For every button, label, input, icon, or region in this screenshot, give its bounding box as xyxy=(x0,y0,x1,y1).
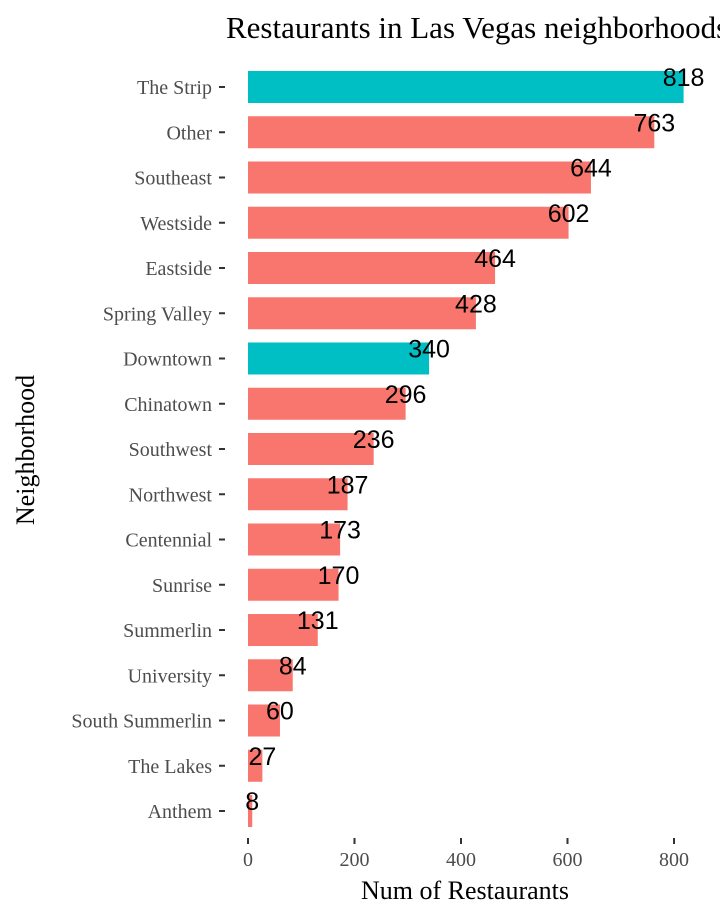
data-label: 173 xyxy=(319,517,361,545)
x-tick-label: 0 xyxy=(243,849,253,871)
y-axis: The Strip Other Southeast Westside Eastside S… xyxy=(71,77,225,823)
y-tick-label: Westside xyxy=(140,213,212,235)
y-axis-label: Neighborhood xyxy=(11,375,40,525)
y-tick-label: Summerlin xyxy=(123,620,212,642)
data-label: 464 xyxy=(474,245,516,273)
bar xyxy=(248,795,253,827)
x-tick-label: 800 xyxy=(659,849,689,871)
x-tick-label: 200 xyxy=(340,849,370,871)
y-tick-label: Other xyxy=(166,122,212,144)
data-label: 236 xyxy=(353,426,395,454)
y-tick-label: Spring Valley xyxy=(103,303,212,325)
data-label: 131 xyxy=(297,607,339,635)
x-axis-label: Num of Restaurants xyxy=(361,876,569,905)
bar xyxy=(248,523,341,556)
data-label: 8 xyxy=(245,788,259,816)
data-label: 84 xyxy=(279,652,307,680)
x-axis: 0 200 400 600 800 xyxy=(243,838,689,871)
y-tick-label: Southwest xyxy=(129,439,213,461)
y-tick-label: The Strip xyxy=(137,77,212,99)
bar xyxy=(248,342,430,375)
data-label: 170 xyxy=(318,562,360,590)
bar xyxy=(248,252,496,284)
bar xyxy=(248,116,655,149)
y-tick-label: Chinatown xyxy=(124,394,212,416)
data-label: 602 xyxy=(548,200,590,228)
bar xyxy=(248,71,684,103)
bar xyxy=(248,206,569,239)
y-tick-label: Centennial xyxy=(125,530,212,552)
bar xyxy=(248,297,476,330)
chart-title: Restaurants in Las Vegas neighborhoods xyxy=(226,10,720,45)
bar xyxy=(248,614,318,646)
bars xyxy=(248,71,684,827)
y-tick-label: Anthem xyxy=(148,801,213,823)
x-tick-label: 600 xyxy=(553,849,583,871)
data-label: 763 xyxy=(633,109,675,137)
bar xyxy=(248,433,374,465)
data-label: 60 xyxy=(266,698,294,726)
bar xyxy=(248,161,591,194)
bar xyxy=(248,568,339,601)
data-label: 644 xyxy=(570,155,612,183)
y-tick-label: Sunrise xyxy=(152,575,212,597)
bar xyxy=(248,659,293,692)
data-label: 27 xyxy=(248,743,276,771)
bar xyxy=(248,387,406,420)
data-label: 818 xyxy=(663,64,705,92)
x-tick-label: 400 xyxy=(446,849,476,871)
data-label: 428 xyxy=(455,290,497,318)
bar xyxy=(248,749,263,782)
y-tick-label: Southeast xyxy=(134,168,212,190)
y-tick-label: Eastside xyxy=(145,258,212,280)
bar xyxy=(248,704,280,737)
data-label: 296 xyxy=(385,381,427,409)
y-tick-label: Northwest xyxy=(129,484,213,506)
bar xyxy=(248,478,348,511)
data-label: 340 xyxy=(408,336,450,364)
data-label: 187 xyxy=(327,471,369,499)
y-tick-label: University xyxy=(128,665,212,687)
y-tick-label: South Summerlin xyxy=(71,711,212,733)
y-tick-label: Downtown xyxy=(123,349,212,371)
y-tick-label: The Lakes xyxy=(128,756,212,778)
